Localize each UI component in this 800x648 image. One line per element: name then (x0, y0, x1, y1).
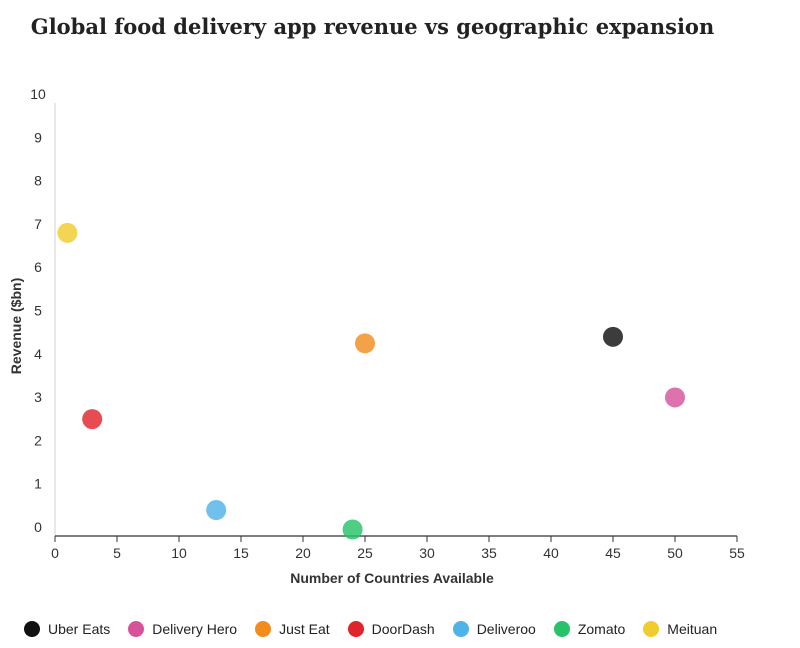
y-tick-label: 4 (34, 346, 42, 362)
legend-item-uber-eats[interactable]: Uber Eats (24, 621, 110, 637)
data-point-uber-eats[interactable] (603, 326, 623, 347)
legend-swatch (128, 621, 145, 637)
legend-swatch (24, 621, 40, 637)
y-tick-label: 1 (34, 476, 42, 492)
data-point-zomato[interactable] (342, 519, 363, 540)
data-point-doordash[interactable] (82, 409, 103, 430)
y-tick-label: 0 (34, 519, 42, 535)
legend-swatch (452, 621, 469, 637)
legend-label: Deliveroo (476, 621, 536, 637)
legend-label: Just Eat (279, 621, 330, 637)
y-tick-label: 5 (34, 303, 42, 319)
y-tick-label: 2 (34, 432, 42, 448)
legend-label: Delivery Hero (152, 621, 238, 637)
x-tick-label: 55 (729, 545, 745, 561)
y-axis-title: Revenue ($bn) (8, 278, 24, 374)
legend-item-just-eat[interactable]: Just Eat (255, 621, 330, 637)
legend-item-deliveroo[interactable]: Deliveroo (452, 621, 536, 637)
x-tick-label: 25 (357, 545, 373, 561)
legend-label: Meituan (667, 621, 718, 637)
x-tick-label: 45 (605, 545, 621, 561)
y-tick-label: 3 (34, 389, 42, 405)
y-tick-label: 9 (34, 129, 42, 145)
legend-label: DoorDash (371, 621, 435, 637)
data-point-deliveroo[interactable] (206, 500, 227, 521)
data-point-meituan[interactable] (57, 222, 78, 243)
chart-title: Global food delivery app revenue vs geog… (30, 14, 715, 39)
legend-swatch (255, 621, 272, 637)
x-tick-label: 15 (233, 545, 249, 561)
x-tick-label: 40 (543, 545, 559, 561)
x-tick-label: 0 (51, 545, 59, 561)
x-axis-title: Number of Countries Available (290, 570, 494, 586)
legend-swatch (347, 621, 364, 637)
x-tick-label: 5 (113, 545, 121, 561)
legend: Uber Eats Delivery Hero Just Eat DoorDash De… (24, 618, 735, 640)
y-tick-label: 6 (34, 259, 42, 275)
legend-label: Uber Eats (48, 621, 111, 637)
x-tick-label: 20 (295, 545, 311, 561)
legend-item-doordash[interactable]: DoorDash (347, 621, 435, 637)
x-tick-label: 50 (667, 545, 683, 561)
data-point-just-eat[interactable] (355, 333, 375, 354)
legend-item-zomato[interactable]: Zomato (553, 621, 626, 637)
data-point-delivery-hero[interactable] (665, 387, 685, 408)
y-tick-label: 7 (34, 216, 42, 232)
x-tick-label: 30 (419, 545, 435, 561)
y-tick-label: 8 (34, 173, 42, 189)
legend-swatch (553, 621, 570, 637)
x-tick-label: 35 (481, 545, 497, 561)
legend-item-delivery-hero[interactable]: Delivery Hero (128, 621, 237, 637)
x-tick-label: 10 (171, 545, 187, 561)
legend-swatch (643, 621, 660, 637)
legend-item-meituan[interactable]: Meituan (643, 621, 717, 637)
y-tick-label: 10 (30, 86, 46, 102)
legend-label: Zomato (577, 621, 626, 637)
